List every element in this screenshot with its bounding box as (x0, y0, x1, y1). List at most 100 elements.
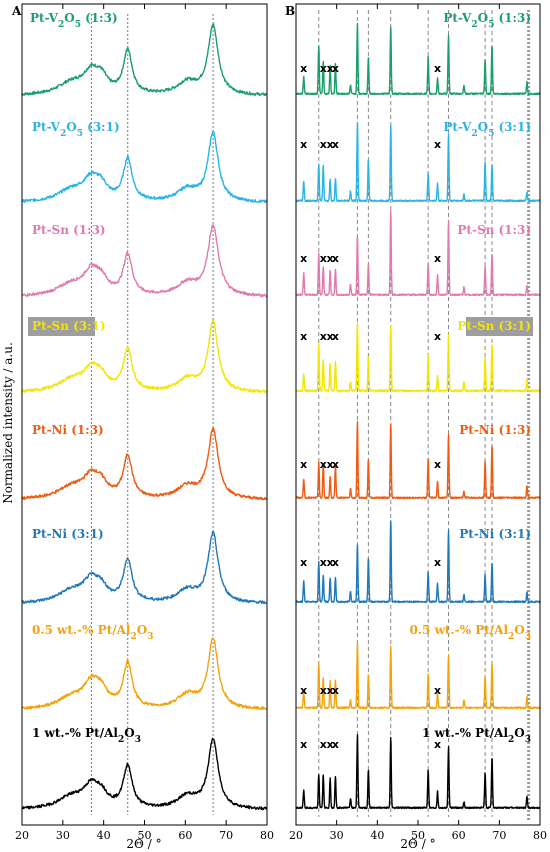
panel-a-series-label: Pt-Ni (3:1) (32, 527, 104, 541)
panel-a-series-line (21, 130, 268, 204)
panel-b-x-marker: x (434, 330, 441, 343)
panel-b-x-marker: x (434, 458, 441, 471)
panel-a-series-label: Pt-V2O5 (3:1) (32, 120, 120, 139)
panel-a-reference-lines (90, 14, 214, 815)
panel-b-x-marker: x (434, 684, 441, 697)
panel-b-x-marker: x (320, 556, 327, 569)
panel-b-x-marker: x (320, 684, 327, 697)
panel-b-x-marker: x (332, 738, 339, 751)
panel-b-series-line (295, 520, 541, 604)
panel-b-x-markers: x x xx xx x xx xx x xx xx x xx xx x xx xx x xx xx x xx xx x xx x (300, 62, 441, 751)
panel-b-x-marker: x (332, 62, 339, 75)
panel-b-x-marker: x (300, 252, 307, 265)
panel-b-x-marker: x (332, 330, 339, 343)
panel-b-x-marker: x (332, 458, 339, 471)
y-axis-title: Normalized intensity / a.u. (1, 342, 15, 504)
panel-a-series-labels: Pt-V2O5 (1:3) Pt-V2O5 (3:1) Pt-Sn (1:3) Pt-… (28, 11, 153, 745)
panel-b-x-marker: x (327, 330, 334, 343)
panel-a-series-line (21, 427, 268, 501)
panel-a-series-label: Pt-Sn (1:3) (32, 223, 106, 237)
panel-b-x-marker: x (300, 138, 307, 151)
panel-a-series-line (21, 637, 268, 711)
panel-b-series-labels: Pt-V2O5 (1:3) Pt-V2O5 (3:1) Pt-Sn (1:3) Pt-… (410, 11, 533, 745)
panel-a-x-tick-label: 40 (97, 829, 111, 842)
panel-b-series-line (295, 210, 541, 297)
panel-b-x-marker: x (320, 330, 327, 343)
panel-a-series-label: 1 wt.-% Pt/Al2O3 (32, 726, 141, 745)
panel-b-series-line (295, 421, 541, 500)
panel-b-x-marker: x (434, 62, 441, 75)
panel-a-x-tick-label: 20 (15, 829, 29, 842)
panel-b-series-label: Pt-Ni (3:1) (459, 527, 531, 541)
panel-b-x-marker: x (320, 738, 327, 751)
panel-b-series-line (295, 734, 541, 810)
panel-b-x-marker: x (300, 738, 307, 751)
panel-b-x-marker: x (300, 62, 307, 75)
panel-a-x-tick-label: 80 (260, 829, 274, 842)
panel-a-series-label: Pt-Sn (3:1) (32, 319, 106, 333)
panel-a-series-line (21, 224, 268, 298)
panel-a-series-label: Pt-V2O5 (1:3) (30, 11, 118, 30)
panel-a-x-tick-label: 70 (219, 829, 233, 842)
panel-b-x-marker: x (434, 556, 441, 569)
panel-b-x-tick-label: 80 (533, 829, 547, 842)
panel-b-series-label: 0.5 wt.-% Pt/Al2O3 (410, 623, 531, 642)
panel-b-traces (295, 23, 541, 810)
panel-b-series-label: Pt-V2O5 (3:1) (443, 120, 531, 139)
panel-b-series-label: Pt-V2O5 (1:3) (443, 11, 531, 30)
panel-a-series-line (21, 23, 268, 97)
panel-a-x-tick-label: 30 (56, 829, 70, 842)
panel-b-x-marker: x (332, 252, 339, 265)
panel-a-x-ticks: 20 30 40 50 60 70 80 (15, 4, 274, 842)
panel-b-x-marker: x (300, 330, 307, 343)
panel-b-x-marker: x (327, 62, 334, 75)
panel-b-x-tick-label: 70 (492, 829, 506, 842)
panel-b-x-marker: x (320, 458, 327, 471)
panel-b-x-tick-label: 50 (411, 829, 425, 842)
panel-b-x-tick-label: 20 (289, 829, 303, 842)
panel-a-series-line (21, 530, 268, 605)
panel-b-x-marker: x (320, 62, 327, 75)
panel-b-letter: B (285, 4, 295, 18)
panel-a-series-line (21, 737, 268, 811)
panel-b-x-marker: x (320, 138, 327, 151)
panel-b-x-marker: x (327, 458, 334, 471)
panel-b-x-marker: x (327, 138, 334, 151)
panel-b-x-marker: x (434, 252, 441, 265)
panel-a-series-label: 0.5 wt.-% Pt/Al2O3 (32, 623, 153, 642)
panel-b-x-marker: x (332, 684, 339, 697)
panel-b-x-marker: x (300, 556, 307, 569)
panel-a-series-label: Pt-Ni (1:3) (32, 423, 104, 437)
panel-b-series-line (295, 322, 541, 393)
panel-b-series-line (295, 23, 541, 96)
panel-b-x-axis-title: 2Θ / ° (400, 837, 435, 851)
panel-b-x-tick-label: 30 (330, 829, 344, 842)
panel-a-traces (21, 23, 268, 811)
panel-b-x-marker: x (300, 458, 307, 471)
panel-b-series-line (295, 122, 541, 203)
panel-a: A Pt-V2O5 (1:3)Pt-V2O5 (3:1)Pt-Sn (1:3)P… (11, 3, 274, 851)
series-label-highlight-box (466, 317, 533, 336)
panel-b-series-label: Pt-Sn (3:1) (457, 319, 531, 333)
panel-a-x-axis-title: 2Θ / ° (126, 837, 161, 851)
panel-b-x-marker: x (332, 138, 339, 151)
panel-b-series-label: Pt-Sn (1:3) (457, 223, 531, 237)
panel-b-x-marker: x (320, 252, 327, 265)
panel-b-x-marker: x (327, 738, 334, 751)
panel-a-x-tick-label: 60 (178, 829, 192, 842)
panel-b-x-marker: x (332, 556, 339, 569)
panel-b: B x x xx xx x xx xx x xx xx x xx xx x xx xx x xx xx x xx xx x x… (285, 3, 547, 851)
panel-b-series-label: 1 wt.-% Pt/Al2O3 (422, 726, 531, 745)
panel-a-letter: A (11, 4, 22, 18)
panel-b-x-marker: x (300, 684, 307, 697)
panel-b-x-ticks: 20 30 40 50 60 70 80 (289, 4, 547, 842)
panel-b-x-marker: x (327, 684, 334, 697)
panel-a-x-tick-label: 50 (138, 829, 152, 842)
panel-b-x-marker: x (434, 138, 441, 151)
panel-b-x-tick-label: 60 (452, 829, 466, 842)
panel-b-series-label: Pt-Ni (1:3) (459, 423, 531, 437)
series-label-highlight-box (28, 317, 95, 336)
panel-b-x-tick-label: 40 (370, 829, 384, 842)
panel-b-series-line (295, 642, 541, 710)
